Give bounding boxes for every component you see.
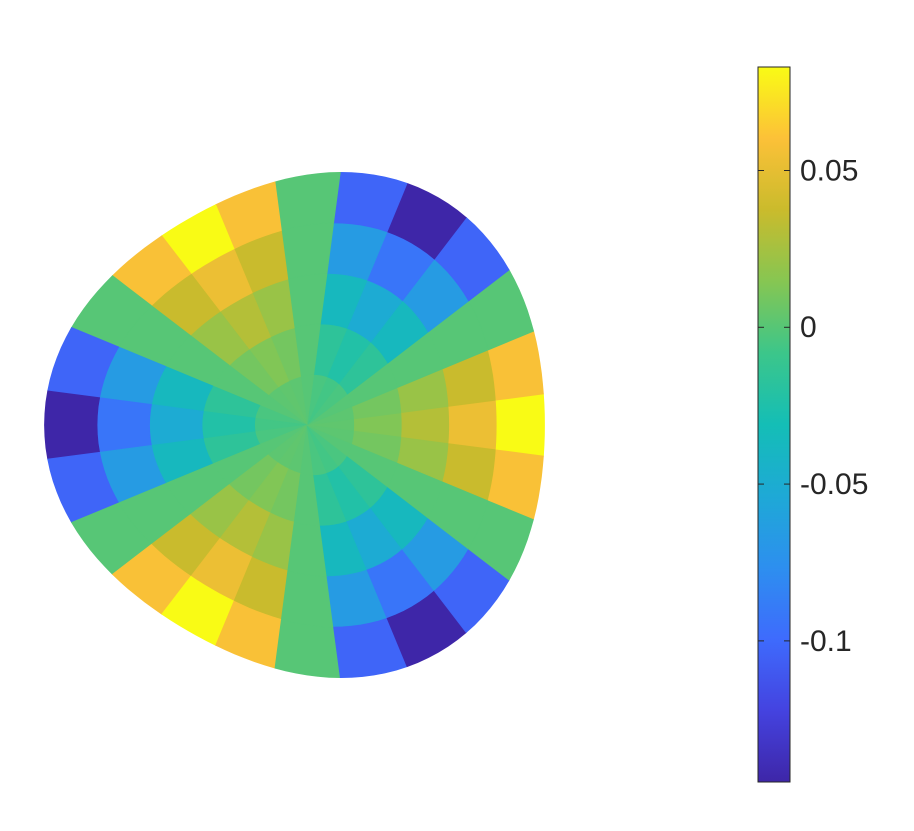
colorbar-tick-label: 0.05 xyxy=(800,154,858,187)
surface-cell xyxy=(274,618,341,679)
surface-cell xyxy=(448,399,498,451)
colorbar-tick-label: -0.1 xyxy=(800,625,852,658)
colorbar-tick-label: 0 xyxy=(800,311,817,344)
surface xyxy=(44,171,545,679)
surface-cell xyxy=(44,390,101,460)
surface-cell xyxy=(96,397,152,453)
colorbar: -0.1 -0.05 0 0.05 xyxy=(757,66,868,783)
surface-cell xyxy=(274,171,341,232)
colorbar-tick-label: -0.05 xyxy=(800,468,868,501)
colorbar-fill xyxy=(757,66,791,783)
surface-cell xyxy=(287,272,328,329)
surface-cell xyxy=(487,449,544,520)
surface-cell xyxy=(280,570,335,628)
surface-cell xyxy=(495,393,545,457)
surface-cell xyxy=(149,404,204,446)
surface-cell xyxy=(280,222,335,280)
